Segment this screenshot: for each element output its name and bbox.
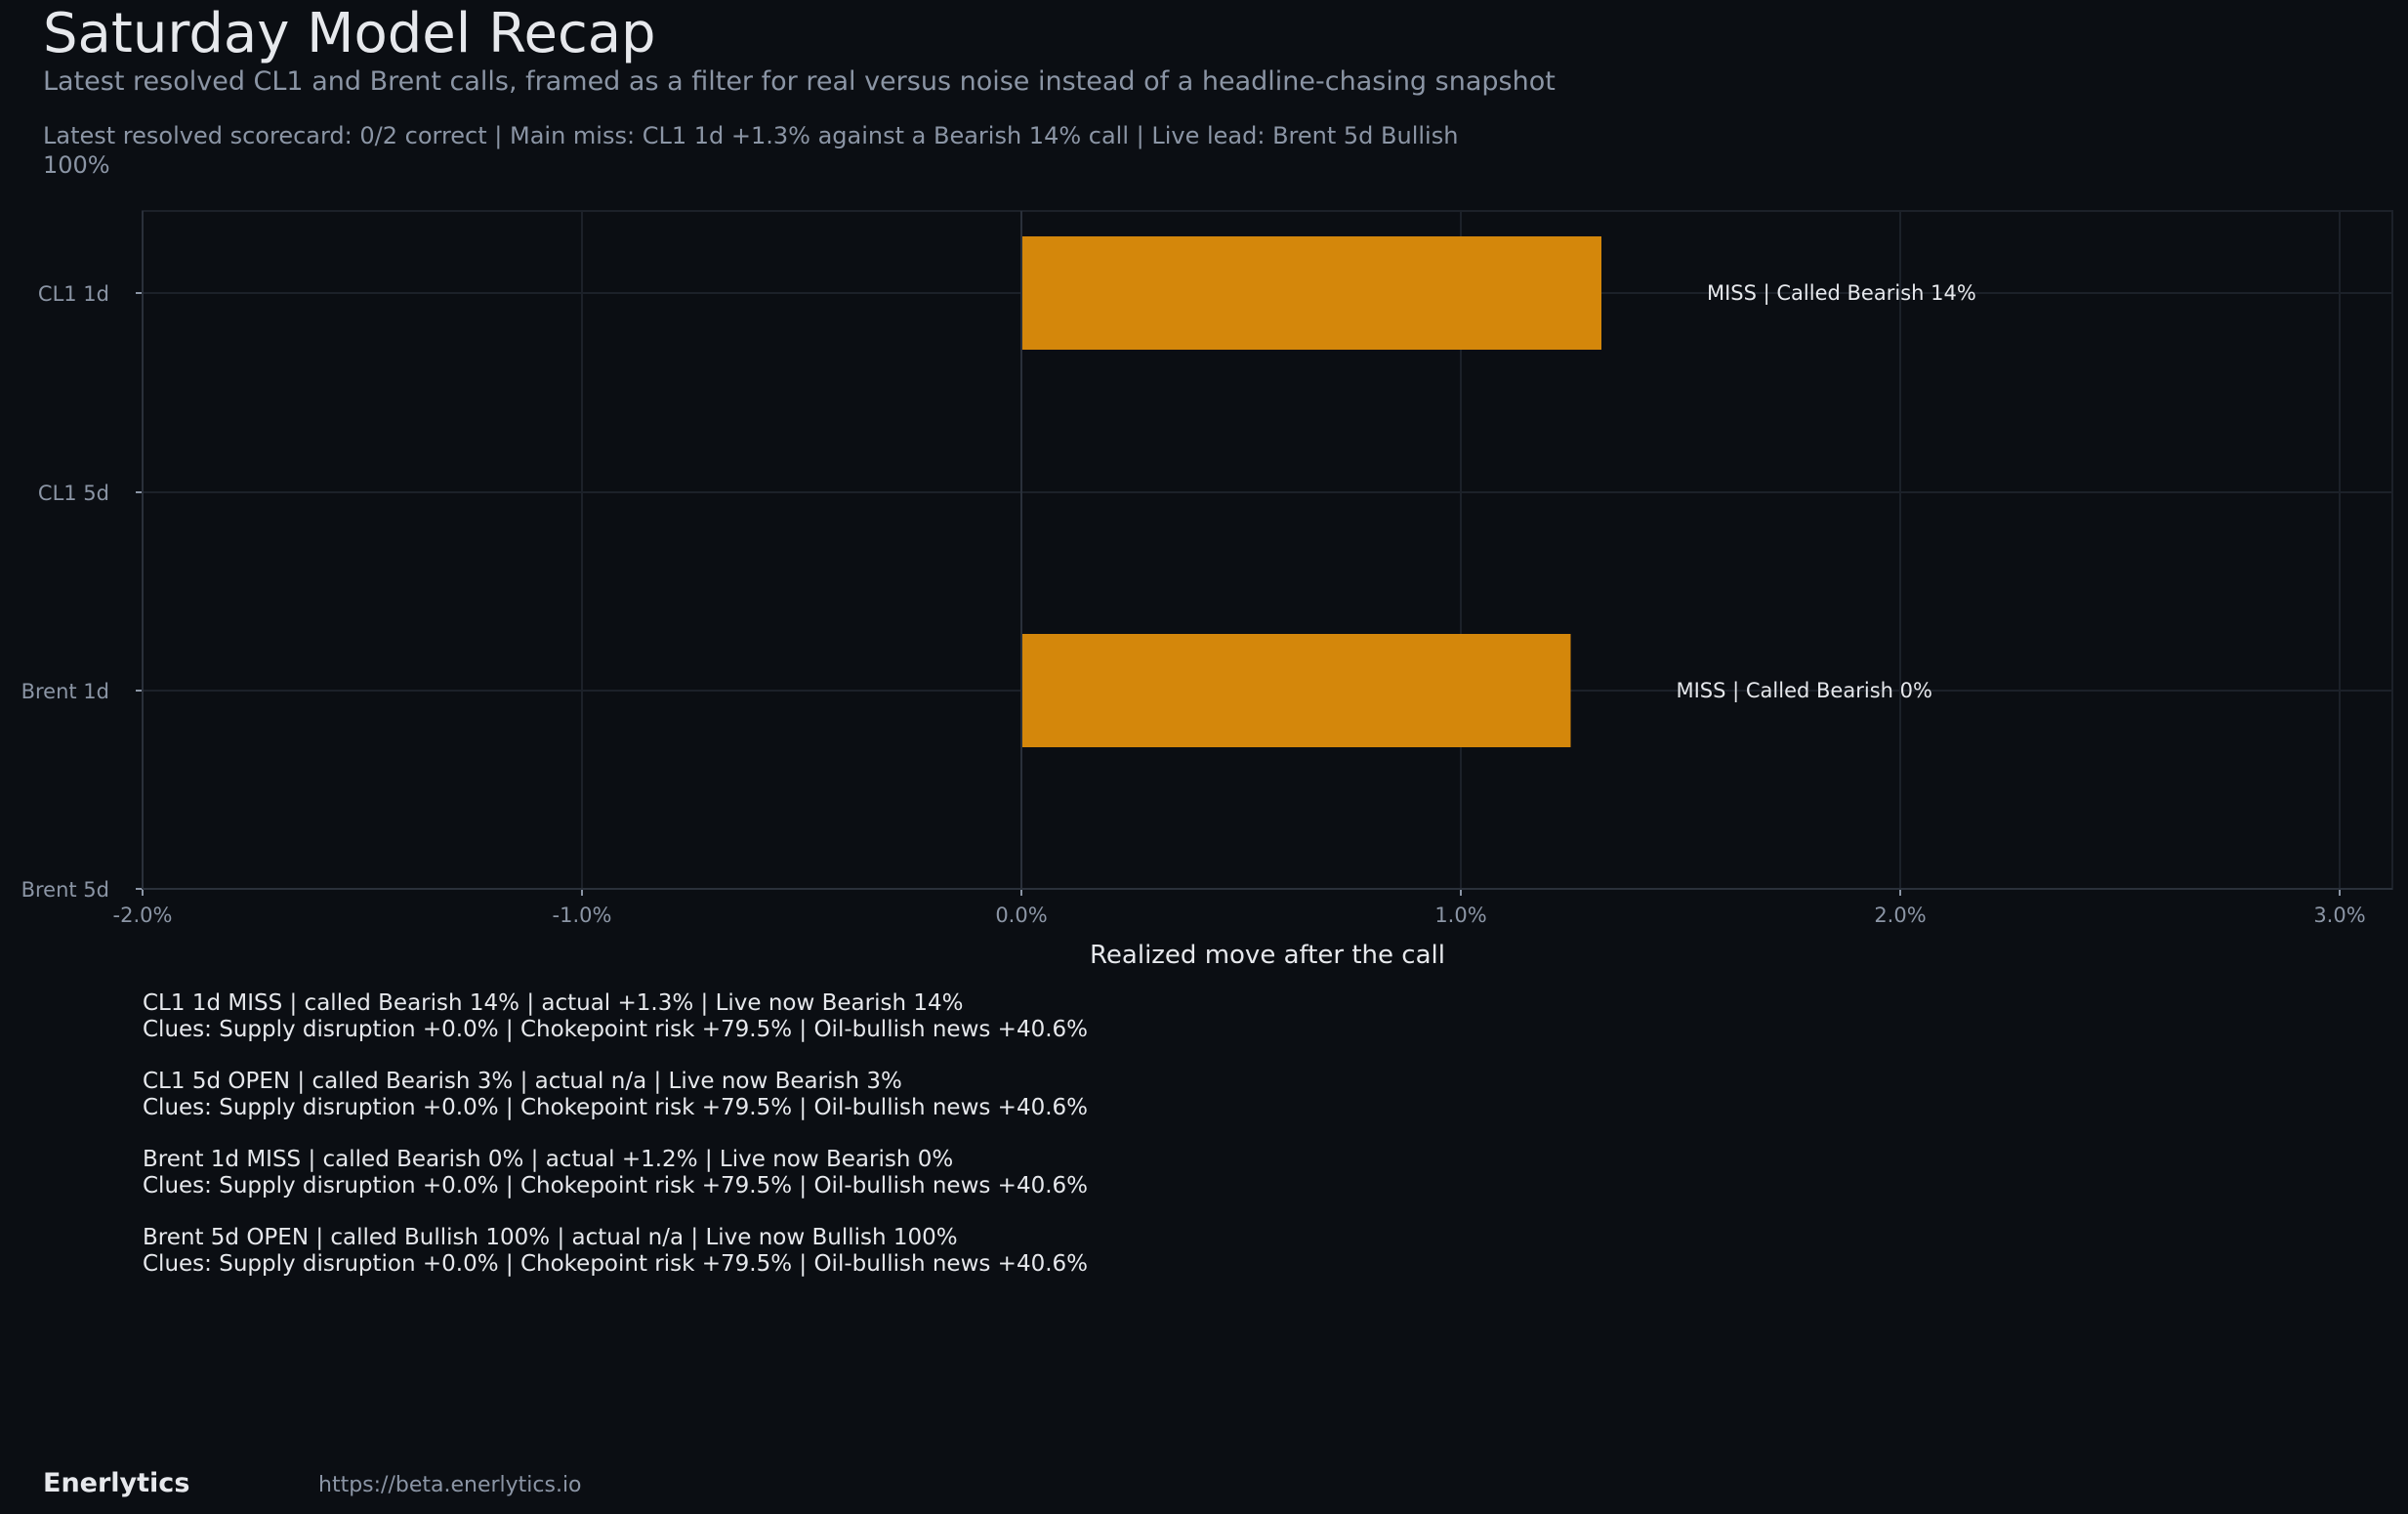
page-title: Saturday Model Recap: [43, 2, 656, 65]
x-tick-label: 3.0%: [2313, 904, 2365, 927]
bar-data-label: MISS | Called Bearish 14%: [1707, 281, 1976, 306]
x-tick-label: -2.0%: [113, 904, 173, 927]
note-clues: Clues: Supply disruption +0.0% | Chokepo…: [143, 1095, 1089, 1120]
x-tick-label: 1.0%: [1434, 904, 1486, 927]
bar-brent-1d: [1021, 634, 1571, 747]
brand-name: Enerlytics: [43, 1468, 190, 1498]
page-subtitle: Latest resolved CL1 and Brent calls, fra…: [43, 66, 1556, 97]
note-brent-5d: Brent 5d OPEN | called Bullish 100% | ac…: [143, 1225, 1088, 1278]
x-tick-label: 0.0%: [995, 904, 1047, 927]
note-headline: CL1 1d MISS | called Bearish 14% | actua…: [143, 990, 964, 1016]
realized-move-chart: -2.0% -1.0% 0.0% 1.0% 2.0% 3.0% CL1 1d MISS | C…: [21, 210, 2393, 970]
note-clues: Clues: Supply disruption +0.0% | Chokepo…: [143, 1017, 1089, 1042]
scorecard-summary: Latest resolved scorecard: 0/2 correct |…: [43, 122, 1459, 179]
x-tick-label: 2.0%: [1874, 904, 1926, 927]
y-tick-label: CL1 1d: [38, 282, 109, 306]
note-headline: Brent 5d OPEN | called Bullish 100% | ac…: [143, 1225, 958, 1250]
note-headline: CL1 5d OPEN | called Bearish 3% | actual…: [143, 1069, 902, 1094]
note-headline: Brent 1d MISS | called Bearish 0% | actu…: [143, 1147, 954, 1172]
x-axis-label: Realized move after the call: [1090, 941, 1445, 970]
note-brent-1d: Brent 1d MISS | called Bearish 0% | actu…: [143, 1147, 1088, 1199]
bar-cl1-1d: [1021, 236, 1601, 350]
y-tick-label: CL1 5d: [38, 482, 109, 505]
call-notes: CL1 1d MISS | called Bearish 14% | actua…: [143, 990, 1088, 1303]
x-tick-label: -1.0%: [553, 904, 612, 927]
brand-url[interactable]: https://beta.enerlytics.io: [318, 1473, 582, 1497]
y-tick-label: Brent 5d: [21, 878, 109, 902]
note-cl1-1d: CL1 1d MISS | called Bearish 14% | actua…: [143, 990, 1088, 1043]
note-clues: Clues: Supply disruption +0.0% | Chokepo…: [143, 1173, 1089, 1199]
y-tick-label: Brent 1d: [21, 680, 109, 703]
bar-data-label: MISS | Called Bearish 0%: [1677, 679, 1932, 703]
note-cl1-5d: CL1 5d OPEN | called Bearish 3% | actual…: [143, 1069, 1088, 1121]
note-clues: Clues: Supply disruption +0.0% | Chokepo…: [143, 1251, 1089, 1277]
